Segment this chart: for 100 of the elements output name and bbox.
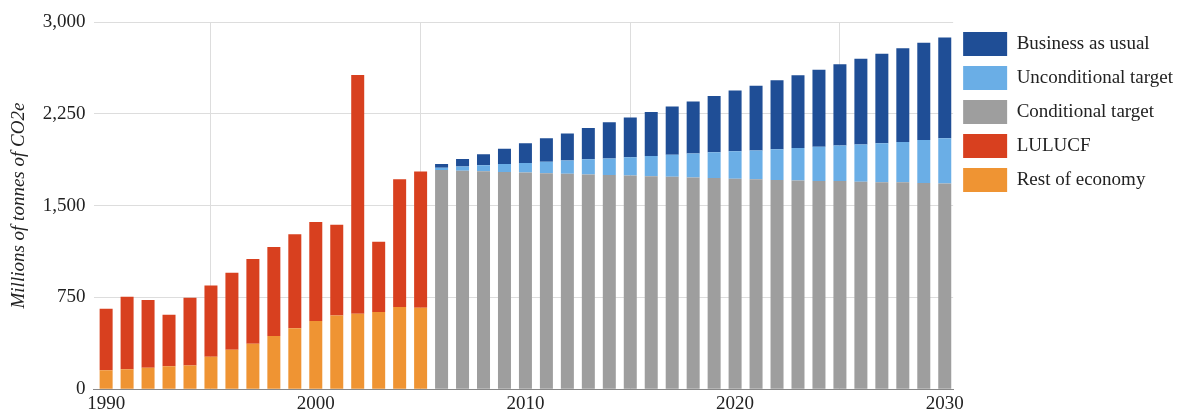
x-tick-label: 1990 — [87, 391, 126, 413]
bar — [749, 85, 763, 151]
bar — [120, 296, 134, 370]
bar — [518, 172, 532, 389]
bar — [330, 224, 344, 316]
bar — [728, 178, 742, 389]
bar — [393, 306, 407, 389]
bar — [623, 175, 637, 389]
bar — [665, 106, 679, 155]
bar — [623, 117, 637, 158]
legend-label: Unconditional target — [1016, 65, 1174, 87]
bar — [875, 182, 889, 389]
x-tick-label: 2020 — [716, 391, 755, 413]
bar — [183, 365, 197, 389]
bar — [686, 101, 700, 154]
bar — [456, 170, 470, 389]
bar — [833, 145, 847, 182]
bar — [728, 151, 742, 179]
bar — [665, 154, 679, 177]
bar — [477, 171, 491, 389]
y-tick-label: 1,500 — [42, 193, 86, 215]
bar — [99, 308, 113, 371]
bar — [812, 69, 826, 147]
bar — [749, 179, 763, 389]
y-tick-label: 3,000 — [42, 9, 86, 31]
bar — [309, 321, 323, 389]
bar — [246, 258, 260, 344]
bar — [518, 163, 532, 173]
bar — [644, 176, 658, 389]
bar — [414, 307, 428, 389]
bar — [812, 181, 826, 389]
bar — [518, 143, 532, 164]
bar — [917, 42, 931, 141]
bar — [686, 177, 700, 389]
bar — [560, 133, 574, 161]
bar — [917, 182, 931, 389]
bar — [497, 148, 511, 164]
bar — [560, 160, 574, 174]
bar — [560, 173, 574, 389]
legend-label: Conditional target — [1016, 99, 1155, 121]
bar — [477, 154, 491, 166]
bar — [539, 173, 553, 389]
bar — [330, 315, 344, 389]
y-tick-label: 2,250 — [42, 101, 86, 123]
bar — [581, 127, 595, 160]
bar — [896, 48, 910, 142]
bar — [917, 140, 931, 183]
bar — [351, 313, 365, 389]
bar — [854, 181, 868, 389]
bar — [854, 58, 868, 145]
x-tick-label: 2010 — [506, 391, 545, 413]
bar — [770, 80, 784, 150]
bar — [204, 356, 218, 389]
bar — [602, 175, 616, 389]
bar — [938, 138, 952, 184]
bar — [288, 234, 302, 329]
bar — [665, 176, 679, 389]
bar — [414, 171, 428, 308]
bar — [707, 152, 721, 179]
bar — [602, 158, 616, 175]
bar — [686, 153, 700, 178]
bar — [267, 336, 281, 389]
bar — [707, 178, 721, 389]
bar — [644, 111, 658, 157]
bar — [435, 163, 449, 168]
bar — [896, 141, 910, 183]
x-tick-label: 2030 — [925, 391, 964, 413]
bar — [875, 53, 889, 144]
bar — [812, 146, 826, 182]
legend-label: Business as usual — [1016, 31, 1150, 53]
bar — [938, 37, 952, 139]
bar — [225, 349, 239, 389]
bar — [770, 179, 784, 389]
bar — [477, 165, 491, 172]
bar — [644, 156, 658, 177]
bar — [162, 314, 176, 367]
bar — [372, 312, 386, 389]
bar — [791, 75, 805, 149]
bar — [854, 144, 868, 182]
y-tick-label: 0 — [76, 377, 86, 399]
bar — [435, 170, 449, 389]
bar — [141, 300, 155, 368]
bar — [456, 166, 470, 171]
bar — [833, 181, 847, 389]
bar — [393, 179, 407, 307]
y-tick-label: 750 — [57, 285, 86, 307]
bar — [581, 159, 595, 175]
bar — [141, 367, 155, 389]
bar — [896, 182, 910, 389]
bar — [875, 143, 889, 183]
bar — [183, 297, 197, 366]
bar — [749, 150, 763, 180]
bar — [581, 174, 595, 389]
bar — [791, 180, 805, 389]
bar — [456, 159, 470, 167]
y-axis-title: Millions of tonnes of CO2e — [7, 102, 29, 310]
legend-label: Rest of economy — [1016, 167, 1146, 189]
bar — [351, 74, 365, 314]
bar — [120, 369, 134, 389]
bar — [267, 246, 281, 337]
